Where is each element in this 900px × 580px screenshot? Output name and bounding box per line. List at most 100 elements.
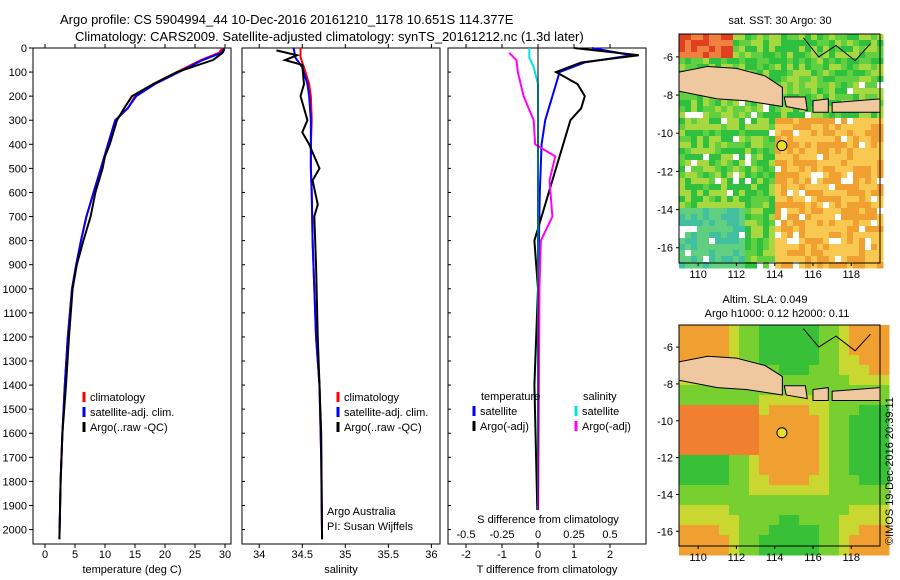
map-cell [751, 244, 758, 251]
map-cell [733, 178, 740, 185]
map-cell [745, 262, 752, 269]
map-cell [757, 34, 764, 41]
map-cell [793, 58, 800, 65]
map-cell [799, 34, 806, 41]
map-cell [865, 136, 872, 143]
map-cell [697, 166, 704, 173]
map-cell [727, 130, 734, 137]
map-cell [739, 445, 750, 456]
map-cell [859, 130, 866, 137]
map-cell [829, 220, 836, 227]
map-cell [805, 190, 812, 197]
map-cell [865, 232, 872, 239]
map-cell [853, 208, 860, 215]
map-cell [871, 34, 878, 41]
map-cell [685, 208, 692, 215]
map-cell [779, 325, 790, 336]
map-cell [809, 455, 820, 466]
map-cell [679, 178, 686, 185]
map-cell [685, 100, 692, 107]
map-cell [817, 88, 824, 95]
map-cell [689, 495, 700, 506]
map-cell [763, 124, 770, 131]
map-cell [811, 34, 818, 41]
map-cell [685, 136, 692, 143]
map-cell [859, 455, 870, 466]
map-cell [859, 190, 866, 197]
map-cell [781, 130, 788, 137]
map-cell [869, 515, 880, 526]
map-cell [847, 190, 854, 197]
map-cell [679, 545, 690, 556]
map-cell [775, 244, 782, 251]
map-cell [781, 184, 788, 191]
map-cell [679, 345, 690, 356]
map-cell [805, 172, 812, 179]
map-cell [789, 535, 800, 546]
map-cell [829, 455, 840, 466]
x-tick-label: 110 [689, 552, 707, 564]
series-line [276, 49, 324, 540]
map-cell [739, 118, 746, 125]
legend-label: satellite [480, 406, 517, 418]
map-cell [709, 495, 720, 506]
map-cell [779, 415, 790, 426]
map-cell [781, 52, 788, 59]
map-cell [839, 515, 850, 526]
map-cell [769, 64, 776, 71]
map-cell [859, 505, 870, 516]
map-cell [793, 256, 800, 263]
map-cell [865, 262, 872, 269]
plot-frame [32, 47, 232, 545]
map-cell [781, 118, 788, 125]
map-cell [709, 238, 716, 245]
map-cell [763, 142, 770, 149]
map-cell [835, 76, 842, 83]
map-cell [859, 118, 866, 125]
map-cell [811, 52, 818, 59]
map-cell [787, 34, 794, 41]
map-cell [751, 172, 758, 179]
map-cell [817, 58, 824, 65]
map-cell [811, 214, 818, 221]
map-cell [769, 244, 776, 251]
map-cell [859, 545, 870, 556]
map-cell [799, 130, 806, 137]
map-cell [729, 465, 740, 476]
map-cell [689, 515, 700, 526]
map-cell [879, 485, 890, 496]
map-cell [745, 184, 752, 191]
map-cell [829, 46, 836, 53]
map-cell [739, 465, 750, 476]
map-cell [689, 455, 700, 466]
map-cell [817, 166, 824, 173]
map-cell [689, 435, 700, 446]
map-cell [799, 262, 806, 269]
map-cell [781, 82, 788, 89]
map-cell [781, 202, 788, 209]
map-cell [719, 455, 730, 466]
map-cell [739, 124, 746, 131]
map-cell [865, 88, 872, 95]
map-cell [835, 244, 842, 251]
y-tick-label: 1600 [3, 428, 27, 440]
map-cell [811, 70, 818, 77]
series-line [58, 48, 226, 540]
map-cell [879, 355, 890, 366]
x-tick-label: 1 [571, 549, 577, 561]
map-cell [739, 148, 746, 155]
map-cell [685, 196, 692, 203]
map-cell [853, 232, 860, 239]
map-cell [865, 220, 872, 227]
annotation: Argo Australia [327, 506, 396, 518]
map-cell [817, 196, 824, 203]
map-cell [729, 445, 740, 456]
map-frame [678, 33, 881, 264]
map-cell [749, 485, 760, 496]
map-title: Altim. SLA: 0.049 [723, 294, 808, 306]
map-cell [775, 148, 782, 155]
map-cell [745, 232, 752, 239]
map-cell [793, 208, 800, 215]
map-cell [799, 244, 806, 251]
map-cell [865, 226, 872, 233]
